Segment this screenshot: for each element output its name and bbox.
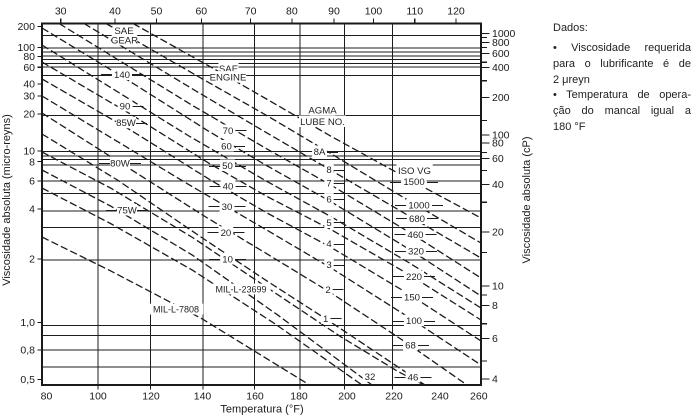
svg-text:260: 260 xyxy=(470,391,488,403)
svg-text:4: 4 xyxy=(29,204,35,216)
svg-text:6: 6 xyxy=(326,195,331,206)
svg-text:8: 8 xyxy=(29,156,35,168)
svg-text:320: 320 xyxy=(408,247,424,258)
svg-text:4: 4 xyxy=(492,374,498,386)
svg-text:80: 80 xyxy=(492,138,504,150)
svg-text:20: 20 xyxy=(492,227,504,239)
svg-text:7: 7 xyxy=(326,178,331,189)
svg-text:90: 90 xyxy=(328,6,340,18)
svg-text:100: 100 xyxy=(365,6,383,18)
svg-text:60: 60 xyxy=(221,142,232,153)
svg-text:8: 8 xyxy=(492,300,498,312)
svg-text:AGMA: AGMA xyxy=(308,105,337,116)
svg-text:75W: 75W xyxy=(117,206,138,217)
svg-text:LUBE NO.: LUBE NO. xyxy=(300,117,345,128)
svg-text:80: 80 xyxy=(23,51,35,63)
svg-text:140: 140 xyxy=(114,70,130,81)
svg-text:90: 90 xyxy=(120,102,131,113)
svg-text:80: 80 xyxy=(286,6,298,18)
svg-text:85W: 85W xyxy=(116,118,137,129)
svg-text:MIL-L-7808: MIL-L-7808 xyxy=(153,305,199,315)
svg-text:40: 40 xyxy=(223,181,234,192)
svg-text:80W: 80W xyxy=(110,159,131,170)
svg-text:MIL-L-23699: MIL-L-23699 xyxy=(215,284,266,294)
svg-text:6: 6 xyxy=(492,333,498,345)
svg-text:3: 3 xyxy=(326,260,331,271)
svg-text:60: 60 xyxy=(23,62,35,74)
svg-text:80: 80 xyxy=(41,391,53,403)
svg-text:200: 200 xyxy=(338,391,356,403)
svg-text:100: 100 xyxy=(17,42,35,54)
svg-text:68: 68 xyxy=(405,341,416,352)
svg-text:400: 400 xyxy=(492,62,510,74)
svg-text:800: 800 xyxy=(492,37,510,49)
svg-text:460: 460 xyxy=(407,230,423,241)
svg-text:70: 70 xyxy=(223,126,234,137)
svg-text:SAE: SAE xyxy=(114,26,133,37)
svg-text:8A: 8A xyxy=(314,147,326,158)
svg-text:100: 100 xyxy=(89,391,107,403)
svg-text:30: 30 xyxy=(222,202,233,213)
svg-text:40: 40 xyxy=(492,179,504,191)
svg-text:40: 40 xyxy=(109,6,121,18)
svg-text:220: 220 xyxy=(406,272,422,283)
svg-text:180: 180 xyxy=(290,391,308,403)
svg-text:1,0: 1,0 xyxy=(20,317,35,329)
svg-text:20: 20 xyxy=(221,228,232,239)
svg-text:Viscosidade absoluta (micro-re: Viscosidade absoluta (micro-reyns) xyxy=(1,114,13,286)
svg-text:10: 10 xyxy=(23,146,35,158)
svg-text:1: 1 xyxy=(323,314,328,325)
svg-text:6: 6 xyxy=(29,176,35,188)
svg-text:70: 70 xyxy=(245,6,257,18)
svg-text:220: 220 xyxy=(385,391,403,403)
svg-text:1000: 1000 xyxy=(492,28,516,40)
svg-text:2: 2 xyxy=(325,285,330,296)
svg-text:0,8: 0,8 xyxy=(20,345,35,357)
svg-text:4: 4 xyxy=(326,239,332,250)
svg-text:40: 40 xyxy=(23,79,35,91)
svg-text:30: 30 xyxy=(23,91,35,103)
svg-text:32: 32 xyxy=(365,372,376,383)
svg-text:160: 160 xyxy=(246,391,264,403)
svg-text:ENGINE: ENGINE xyxy=(210,73,247,84)
svg-text:60: 60 xyxy=(195,6,207,18)
svg-text:46: 46 xyxy=(408,373,419,384)
svg-text:50: 50 xyxy=(151,6,163,18)
svg-text:120: 120 xyxy=(142,391,160,403)
svg-text:30: 30 xyxy=(55,6,67,18)
svg-text:100: 100 xyxy=(406,316,422,327)
svg-text:10: 10 xyxy=(222,255,233,266)
svg-text:60: 60 xyxy=(492,153,504,165)
svg-text:150: 150 xyxy=(404,292,420,303)
svg-text:10: 10 xyxy=(492,281,504,293)
svg-text:5: 5 xyxy=(326,218,331,229)
svg-text:Temperatura (°F): Temperatura (°F) xyxy=(220,404,303,416)
svg-text:100: 100 xyxy=(492,130,510,142)
svg-text:SAE: SAE xyxy=(219,64,238,75)
svg-text:680: 680 xyxy=(409,214,425,225)
svg-text:20: 20 xyxy=(23,109,35,121)
svg-text:0,5: 0,5 xyxy=(20,374,35,386)
svg-text:8: 8 xyxy=(326,165,331,176)
svg-text:240: 240 xyxy=(431,391,449,403)
svg-text:2: 2 xyxy=(29,254,35,266)
svg-text:Viscosidade absoluta (cP): Viscosidade absoluta (cP) xyxy=(521,137,533,264)
svg-text:110: 110 xyxy=(406,6,423,18)
svg-text:1500: 1500 xyxy=(403,177,424,188)
svg-text:200: 200 xyxy=(17,21,35,33)
svg-text:200: 200 xyxy=(492,92,510,104)
svg-text:140: 140 xyxy=(194,391,212,403)
svg-text:120: 120 xyxy=(447,6,465,18)
svg-text:ISO VG: ISO VG xyxy=(398,166,431,177)
svg-text:50: 50 xyxy=(222,161,233,172)
svg-text:1000: 1000 xyxy=(408,201,429,212)
svg-text:GEAR: GEAR xyxy=(111,36,138,47)
svg-text:600: 600 xyxy=(492,48,510,60)
